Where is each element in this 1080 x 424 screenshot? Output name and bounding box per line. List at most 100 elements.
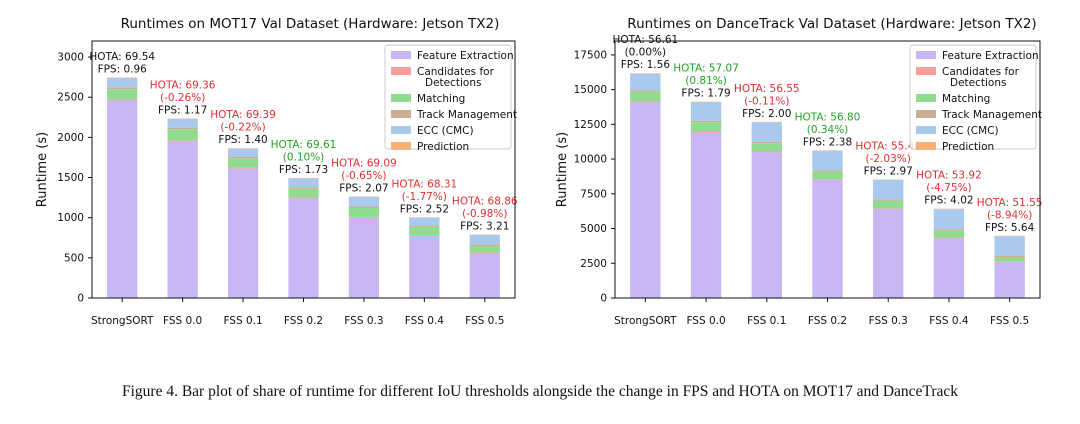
- bar-ecc-cmc--4: [348, 196, 380, 207]
- legend-label-1-1: Detections: [950, 77, 1006, 89]
- annotation-fps-2: FPS: 2.00: [742, 108, 791, 120]
- annotation-change-5: (-1.77%): [402, 191, 447, 203]
- bar-matching-0: [107, 89, 138, 100]
- bar-track-management-3: [812, 170, 843, 172]
- bar-candidates-for-detections-0: [107, 99, 138, 101]
- annotation-change-3: (0.34%): [807, 124, 849, 136]
- y-tick-label-1: 500: [64, 252, 84, 264]
- annotation-hota-0: HOTA: 56.61: [613, 34, 679, 46]
- bar-track-management-6: [469, 244, 500, 247]
- bar-candidates-for-detections-1: [167, 140, 198, 142]
- annotation-hota-4: HOTA: 69.09: [331, 157, 397, 169]
- legend-box: [384, 44, 512, 150]
- bar-matching-5: [933, 230, 965, 238]
- legend-label-1-1: Detections: [425, 77, 481, 89]
- bar-matching-1: [690, 122, 722, 132]
- bar-track-management-2: [751, 141, 782, 144]
- legend-swatch-3: [916, 110, 936, 118]
- legend-label-1-0: Candidates for: [417, 66, 495, 78]
- x-tick-label-6: FSS 0.5: [990, 315, 1029, 327]
- annotation-change-2: (-0.22%): [220, 122, 265, 134]
- annotation-hota-1: HOTA: 69.36: [150, 80, 216, 92]
- legend-swatch-3: [391, 110, 411, 118]
- bar-track-management-0: [630, 90, 661, 92]
- chart-dancetrack: Runtimes on DanceTrack Val Dataset (Hard…: [555, 16, 1042, 327]
- x-tick-label-3: FSS 0.2: [808, 315, 847, 327]
- annotation-fps-5: FPS: 4.02: [924, 195, 973, 207]
- legend-swatch-0: [916, 51, 936, 59]
- x-tick-label-4: FSS 0.3: [869, 315, 908, 327]
- annotation-change-5: (-4.75%): [926, 182, 971, 194]
- y-tick-label-6: 3000: [57, 52, 84, 64]
- x-tick-label-4: FSS 0.3: [344, 315, 383, 327]
- bar-matching-1: [167, 129, 198, 141]
- bar-feature-extraction-3: [812, 179, 843, 298]
- legend-swatch-2: [916, 94, 936, 102]
- bar-feature-extraction-0: [630, 102, 661, 298]
- bar-track-management-5: [409, 225, 440, 227]
- legend-label-3-0: Track Management: [941, 109, 1042, 121]
- bar-feature-extraction-6: [469, 253, 500, 298]
- y-tick-label-2: 1000: [57, 212, 84, 224]
- legend-label-5-0: Prediction: [942, 141, 994, 153]
- x-tick-label-6: FSS 0.5: [465, 315, 504, 327]
- x-tick-label-5: FSS 0.4: [405, 315, 445, 327]
- legend-swatch-0: [391, 51, 411, 59]
- x-tick-label-5: FSS 0.4: [929, 315, 969, 327]
- bar-ecc-cmc--6: [994, 236, 1025, 256]
- bar-candidates-for-detections-2: [227, 167, 259, 169]
- legend-swatch-1: [391, 67, 411, 75]
- y-tick-label-6: 15000: [574, 84, 607, 96]
- annotation-fps-1: FPS: 1.79: [681, 88, 730, 100]
- x-tick-label-3: FSS 0.2: [284, 315, 323, 327]
- y-axis-label: Runtime (s): [555, 132, 570, 207]
- plot-frame: [614, 40, 1041, 299]
- bar-ecc-cmc--5: [933, 209, 965, 230]
- bar-matching-2: [227, 158, 259, 168]
- annotation-hota-6: HOTA: 51.55: [977, 197, 1043, 209]
- bar-track-management-1: [167, 127, 198, 130]
- bar-ecc-cmc--2: [227, 148, 259, 157]
- legend-swatch-2: [391, 94, 411, 102]
- annotation-hota-5: HOTA: 68.31: [392, 178, 458, 190]
- legend-label-0-0: Feature Extraction: [417, 50, 514, 62]
- annotation-hota-2: HOTA: 69.39: [210, 109, 276, 121]
- bar-track-management-3: [288, 187, 319, 189]
- legend: Feature Extraction Candidates forDetectio…: [909, 44, 1042, 153]
- bar-ecc-cmc--4: [873, 179, 904, 200]
- legend-swatch-5: [916, 142, 936, 150]
- bar-matching-3: [812, 171, 843, 180]
- annotation-change-1: (-0.26%): [160, 92, 205, 104]
- chart-mot17: Runtimes on MOT17 Val Dataset (Hardware:…: [35, 16, 518, 327]
- legend: Feature Extraction Candidates forDetectio…: [384, 44, 517, 153]
- legend-swatch-5: [391, 142, 411, 150]
- legend-label-2-0: Matching: [417, 93, 465, 105]
- annotation-fps-0: FPS: 0.96: [98, 64, 148, 76]
- legend-label-0-0: Feature Extraction: [942, 50, 1039, 62]
- annotation-hota-1: HOTA: 57.07: [673, 63, 739, 75]
- bar-feature-extraction-6: [994, 261, 1025, 298]
- plot-frame: [91, 40, 516, 299]
- bar-feature-extraction-4: [873, 209, 904, 298]
- bar-candidates-for-detections-6: [994, 261, 1025, 262]
- annotation-fps-3: FPS: 2.38: [803, 136, 852, 148]
- bar-candidates-for-detections-1: [690, 131, 722, 133]
- bar-feature-extraction-3: [288, 198, 319, 298]
- annotation-change-0: (0.00%): [625, 47, 667, 59]
- annotation-fps-6: FPS: 3.21: [460, 221, 509, 233]
- bar-track-management-5: [933, 229, 965, 231]
- legend-label-4-0: ECC (CMC): [417, 125, 474, 137]
- annotation-change-1: (0.81%): [685, 75, 727, 87]
- annotation-hota-2: HOTA: 56.55: [734, 83, 800, 95]
- y-tick-label-7: 17500: [574, 49, 607, 61]
- y-tick-label-3: 7500: [580, 188, 607, 200]
- bar-feature-extraction-1: [167, 141, 198, 298]
- bar-track-management-6: [994, 255, 1025, 258]
- annotation-hota-3: HOTA: 69.61: [271, 139, 337, 151]
- y-tick-label-0: 0: [77, 293, 84, 305]
- x-tick-label-0: StrongSORT: [614, 315, 677, 327]
- bar-track-management-4: [873, 199, 904, 201]
- bar-ecc-cmc--0: [107, 77, 138, 88]
- legend-label-5-0: Prediction: [417, 141, 469, 153]
- bar-track-management-2: [227, 156, 259, 159]
